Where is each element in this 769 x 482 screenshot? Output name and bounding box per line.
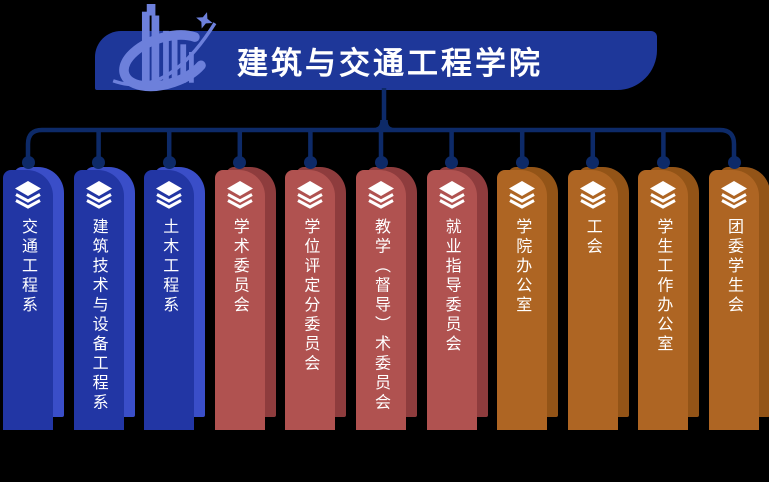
connector-dot [92, 156, 106, 169]
org-column-bar: 就业指导委员会 [426, 170, 477, 430]
connector-dot [656, 156, 670, 169]
layers-icon [579, 181, 606, 209]
org-column-bar: 团委学生会 [709, 170, 759, 430]
layers-icon [721, 181, 747, 209]
org-column-label: 教学（督导）术委员会 [372, 218, 391, 413]
connector-dot [303, 156, 317, 169]
org-column-label: 交通工程系 [19, 218, 38, 316]
connector-dot [727, 156, 741, 169]
org-column-label: 学术委员会 [230, 218, 250, 316]
org-column-label: 团委学生会 [725, 218, 744, 316]
layers-icon [509, 181, 536, 209]
org-column-bar: 交通工程系 [3, 170, 53, 430]
org-column-bar: 学位评定分委员会 [285, 170, 336, 430]
connector-dot [515, 156, 529, 169]
org-column-bar: 学术委员会 [214, 170, 265, 430]
page-title: 建筑与交通工程学院 [237, 46, 543, 82]
star-icon [196, 12, 213, 29]
connector-dot [21, 156, 35, 169]
connector-dot [445, 156, 459, 169]
org-column-label: 学生工作办公室 [654, 218, 674, 355]
connector-dot [162, 156, 176, 169]
org-column-label: 土木工程系 [160, 218, 180, 316]
org-column-bar: 工会 [567, 170, 618, 430]
org-column-bar: 土木工程系 [144, 170, 195, 430]
layers-icon [156, 181, 183, 209]
layers-icon [650, 181, 677, 209]
layers-icon [226, 181, 253, 209]
org-column-label: 建筑技术与设备工程系 [89, 218, 109, 413]
org-column-bar: 教学（督导）术委员会 [356, 170, 406, 430]
layers-icon [15, 181, 41, 209]
college-logo-icon [112, 4, 217, 92]
org-column-bar: 学院办公室 [497, 170, 548, 430]
connector-dot [374, 156, 388, 169]
layers-icon [297, 181, 324, 209]
org-column-label: 工会 [583, 218, 603, 257]
org-column-bar: 学生工作办公室 [638, 170, 689, 430]
org-column-label: 学院办公室 [513, 218, 533, 316]
org-column-label: 就业指导委员会 [442, 218, 462, 355]
org-column-label: 学位评定分委员会 [301, 218, 321, 374]
layers-icon [85, 181, 112, 209]
layers-icon [438, 181, 465, 209]
layers-icon [368, 181, 394, 209]
org-column-bar: 建筑技术与设备工程系 [73, 170, 124, 430]
